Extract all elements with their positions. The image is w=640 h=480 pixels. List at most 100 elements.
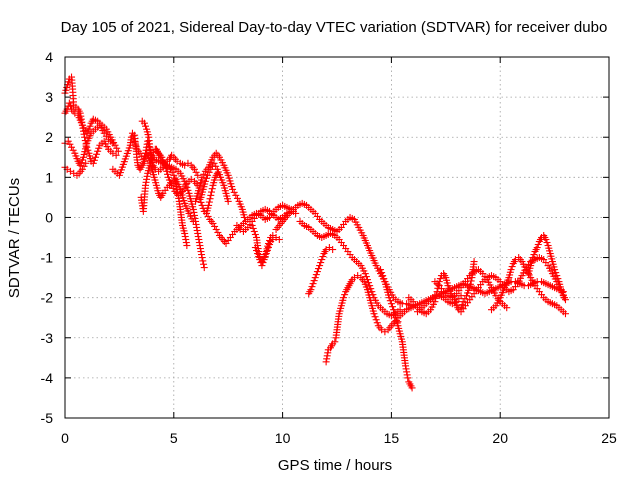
data-point	[168, 181, 176, 189]
series-trace-ab	[414, 292, 465, 316]
data-point	[461, 295, 469, 303]
data-point	[212, 162, 220, 170]
data-point	[269, 236, 277, 244]
data-point	[198, 254, 206, 262]
x-tick-label: 5	[170, 430, 178, 446]
data-point	[112, 151, 120, 159]
y-tick-label: -1	[41, 250, 54, 266]
data-point	[467, 277, 475, 285]
data-point	[264, 244, 272, 252]
data-point	[206, 195, 214, 203]
data-point	[554, 275, 562, 283]
data-point	[66, 140, 74, 148]
data-point	[211, 222, 219, 230]
data-point	[198, 173, 206, 181]
data-point	[466, 280, 474, 288]
data-point	[167, 165, 175, 173]
data-point	[387, 300, 395, 308]
data-point	[310, 277, 318, 285]
x-tick-label: 25	[601, 430, 617, 446]
series-trace-i	[152, 145, 191, 250]
data-point	[69, 146, 77, 154]
series-trace-u	[377, 266, 416, 392]
data-point	[458, 301, 466, 309]
data-point	[204, 212, 212, 220]
data-point	[205, 201, 213, 209]
data-point	[146, 161, 154, 169]
data-point	[248, 221, 256, 229]
data-point	[329, 246, 337, 254]
data-point	[553, 272, 561, 280]
plot-border	[64, 56, 610, 419]
data-point	[378, 269, 386, 277]
x-axis-title: GPS time / hours	[278, 457, 392, 474]
data-point	[258, 262, 266, 270]
data-point	[318, 256, 326, 264]
data-point	[82, 159, 90, 167]
data-point	[183, 242, 191, 250]
data-point	[275, 236, 283, 244]
y-axis-title: SDTVAR / TECUs	[6, 178, 23, 298]
data-point	[260, 256, 268, 264]
data-points	[61, 73, 569, 392]
data-point	[204, 171, 212, 179]
y-tick-label: 1	[45, 169, 53, 185]
data-point	[543, 239, 551, 247]
data-point	[148, 151, 156, 159]
data-point	[377, 266, 385, 274]
series-trace-c	[61, 121, 117, 169]
data-point	[66, 102, 74, 110]
data-point	[259, 259, 267, 267]
y-tick-label: 0	[45, 209, 53, 225]
data-point	[507, 266, 515, 274]
data-point	[164, 170, 172, 178]
data-point	[200, 260, 208, 268]
data-point	[308, 283, 316, 291]
data-point	[319, 253, 327, 261]
data-point	[199, 257, 207, 265]
data-point	[379, 272, 387, 280]
data-point	[408, 384, 416, 392]
data-point	[208, 188, 216, 196]
data-point	[385, 294, 393, 302]
data-point	[367, 285, 375, 293]
data-point	[80, 162, 88, 170]
data-point	[261, 253, 269, 261]
data-point	[533, 244, 541, 252]
data-point	[457, 292, 465, 300]
data-point	[157, 153, 165, 161]
data-point	[508, 263, 516, 271]
data-point	[529, 254, 537, 262]
data-point	[91, 153, 99, 161]
data-point	[557, 286, 565, 294]
data-point	[93, 150, 101, 158]
data-point	[78, 165, 86, 173]
data-point	[561, 296, 569, 304]
data-point	[435, 281, 443, 289]
data-point	[433, 288, 441, 296]
data-point	[388, 303, 396, 311]
data-point	[331, 338, 339, 346]
y-tick-label: -4	[41, 370, 54, 386]
data-point	[212, 225, 220, 233]
data-point	[68, 143, 76, 151]
data-point	[251, 230, 259, 238]
data-point	[214, 228, 222, 236]
data-point	[230, 188, 238, 196]
data-point	[316, 262, 324, 270]
data-point	[194, 171, 202, 179]
data-point	[361, 270, 369, 278]
series-trace-x	[431, 266, 511, 312]
data-point	[292, 209, 300, 217]
y-tick-label: -2	[41, 290, 54, 306]
data-point	[140, 119, 148, 127]
data-point	[197, 198, 205, 206]
data-point	[192, 168, 200, 176]
data-point	[201, 177, 209, 185]
y-tick-label: -3	[41, 330, 54, 346]
data-point	[208, 185, 216, 193]
data-point	[196, 195, 204, 203]
data-point	[205, 198, 213, 206]
